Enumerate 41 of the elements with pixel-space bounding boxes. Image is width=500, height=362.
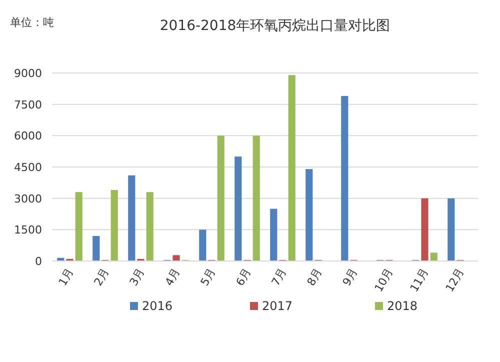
x-tick-label: 2月 (92, 266, 112, 288)
x-tick-label: 3月 (127, 266, 148, 288)
legend-label: 2016 (142, 299, 173, 313)
bar (421, 198, 428, 261)
y-tick-label: 0 (35, 255, 42, 268)
bar (306, 169, 313, 261)
y-tick-label: 9000 (14, 67, 42, 80)
x-tick-label: 9月 (340, 266, 360, 288)
x-tick-label: 4月 (162, 266, 183, 288)
bar (341, 96, 348, 261)
bar (288, 75, 296, 261)
x-tick-label: 5月 (198, 266, 218, 288)
bar (92, 236, 100, 261)
bar (199, 230, 206, 261)
x-tick-label: 1月 (56, 266, 76, 288)
x-tick-label: 8月 (304, 266, 325, 288)
y-tick-label: 6000 (14, 130, 42, 143)
x-tick-label: 6月 (234, 266, 254, 288)
bar (110, 190, 118, 261)
bar (217, 136, 224, 261)
bar (234, 156, 242, 261)
bar (448, 198, 455, 261)
bar (252, 136, 260, 261)
x-tick-label: 7月 (269, 266, 290, 288)
x-tick-label: 10月 (372, 266, 396, 294)
bar (172, 255, 180, 261)
y-axis-title: 单位：吨 (10, 16, 54, 29)
bar (430, 252, 438, 261)
bar (270, 208, 278, 261)
y-tick-label: 3000 (14, 192, 42, 206)
x-tick-label: 12月 (443, 266, 467, 294)
bar (146, 192, 154, 261)
legend-label: 2018 (387, 299, 418, 313)
y-tick-label: 7500 (14, 98, 42, 112)
y-tick-label: 4500 (14, 161, 42, 174)
x-tick-label: 11月 (408, 266, 432, 294)
bar (128, 175, 136, 261)
y-tick-label: 1500 (14, 224, 42, 237)
legend-label: 2017 (262, 299, 293, 313)
bar (75, 192, 82, 261)
chart-title: 2016-2018年环氧丙烷出口量对比图 (160, 18, 390, 34)
